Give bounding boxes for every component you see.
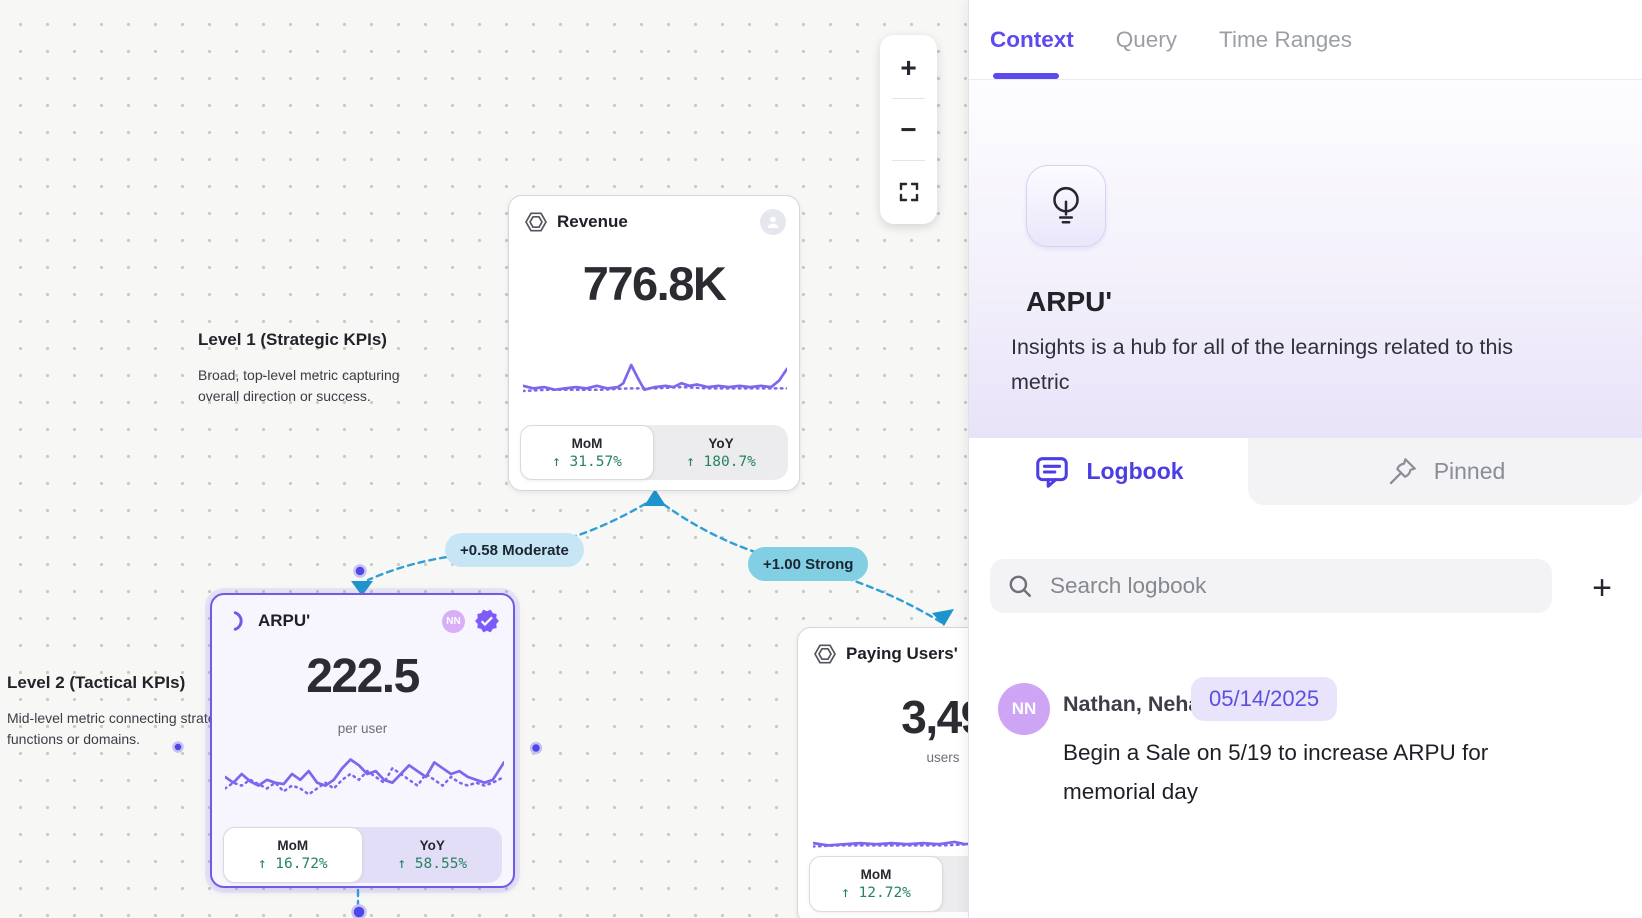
entry-avatar: NN: [998, 683, 1050, 735]
tab-pinned[interactable]: Pinned: [1248, 438, 1642, 505]
sparkline: [225, 758, 504, 796]
metric-name-title: ARPU': [1026, 286, 1112, 317]
lightbulb-icon: [1045, 184, 1087, 228]
arpu-bottom-handle[interactable]: [351, 904, 367, 918]
yoy-chip[interactable]: YoY ↑ 58.55%: [397, 838, 468, 872]
owner-badge: NN: [442, 609, 465, 633]
crescent-icon: [227, 610, 249, 632]
metric-value: 3,49: [901, 691, 968, 743]
metric-tree-canvas[interactable]: Level 2 (Tactical KPIs) Mid-level metric…: [0, 0, 968, 918]
arpu-left-handle[interactable]: [172, 741, 184, 753]
hexagon-icon: [813, 642, 837, 666]
level-2-title: Level 2 (Tactical KPIs): [7, 673, 186, 692]
zoom-controls: + −: [880, 35, 937, 224]
tab-context[interactable]: Context: [990, 0, 1074, 79]
entry-author: Nathan, Neha: [1063, 692, 1201, 716]
metric-value: 222.5: [306, 650, 420, 703]
period-toggle: MoM ↑ 31.57% YoY ↑ 180.7%: [520, 425, 788, 480]
card-title: Revenue: [557, 212, 628, 231]
card-header: Revenue: [524, 209, 786, 235]
metric-card-paying-users[interactable]: Paying Users' 3,49 users MoM ↑ 12.72%: [797, 627, 968, 918]
arpu-right-handle[interactable]: [529, 741, 543, 755]
tab-logbook[interactable]: Logbook: [969, 438, 1248, 505]
period-toggle: MoM ↑ 12.72%: [809, 856, 968, 912]
tab-query[interactable]: Query: [1115, 26, 1178, 52]
level-1-label: Level 1 (Strategic KPIs) Broad, top-leve…: [198, 330, 438, 407]
card-header: ARPU' NN: [227, 608, 500, 634]
divider: [892, 98, 925, 99]
context-header: ARPU' Insights is a hub for all of the l…: [969, 80, 1642, 438]
correlation-pill-moderate: +0.58 Moderate: [445, 533, 584, 567]
entry-text[interactable]: Begin a Sale on 5/19 to increase ARPU fo…: [1063, 740, 1489, 804]
search-icon: [1007, 573, 1033, 599]
level-2-label: Level 2 (Tactical KPIs) Mid-level metric…: [7, 673, 247, 750]
level-2-description: Mid-level metric connecting strategy to …: [7, 710, 246, 747]
period-toggle: MoM ↑ 16.72% YoY ↑ 58.55%: [223, 827, 502, 883]
zoom-in-button[interactable]: +: [900, 51, 917, 83]
level-1-description: Broad, top-level metric capturing overal…: [198, 367, 400, 404]
insight-tile: [1026, 165, 1106, 247]
pin-icon: [1385, 455, 1419, 489]
divider: [892, 160, 925, 161]
entry-date-badge: 05/14/2025: [1191, 677, 1338, 721]
tab-time-ranges[interactable]: Time Ranges: [1219, 26, 1352, 52]
logbook-search[interactable]: [990, 559, 1552, 613]
metric-card-arpu[interactable]: ARPU' NN 222.5 per user MoM ↑ 16.72%: [210, 593, 515, 888]
active-tab-underline: [993, 73, 1059, 79]
mom-chip[interactable]: MoM ↑ 31.57%: [520, 425, 654, 480]
card-title: Paying Users': [846, 644, 958, 663]
arrowhead-into-revenue: [644, 489, 666, 506]
yoy-chip[interactable]: [943, 856, 968, 912]
details-panel: Context Query Time Ranges: [968, 0, 1642, 918]
fullscreen-icon: [899, 182, 919, 202]
level-1-title: Level 1 (Strategic KPIs): [198, 330, 387, 349]
mom-chip[interactable]: MoM ↑ 16.72%: [223, 827, 363, 883]
metric-description: Insights is a hub for all of the learnin…: [1011, 335, 1513, 394]
yoy-chip[interactable]: YoY ↑ 180.7%: [686, 435, 756, 470]
correlation-pill-strong: +1.00 Strong: [748, 547, 869, 581]
add-log-entry-button[interactable]: +: [1592, 568, 1612, 607]
section-tab-bar: Logbook Pinned: [969, 438, 1642, 505]
metric-unit: per user: [337, 721, 388, 736]
avatar-icon: [760, 209, 786, 235]
card-header: Paying Users': [813, 641, 968, 667]
arrowhead-into-payingusers: [932, 609, 954, 626]
search-input[interactable]: [1048, 572, 1535, 600]
arrowhead-into-arpu: [351, 581, 373, 596]
metric-unit: users: [926, 750, 960, 765]
sparkline: [813, 840, 968, 848]
verified-badge-icon: [474, 608, 500, 634]
panel-tab-bar: Context Query Time Ranges: [969, 0, 1642, 80]
fit-view-button[interactable]: [880, 161, 937, 222]
metric-value: 776.8K: [582, 257, 727, 310]
mom-chip[interactable]: MoM ↑ 12.72%: [809, 856, 943, 912]
card-title: ARPU': [258, 611, 311, 630]
correlation-edges: [172, 489, 954, 918]
metric-card-revenue[interactable]: Revenue 776.8K MoM ↑ 31.57% YoY: [508, 195, 800, 491]
sparkline: [523, 363, 787, 393]
arpu-top-handle[interactable]: [353, 564, 367, 578]
logbook-icon: [1033, 453, 1071, 491]
zoom-out-button[interactable]: −: [900, 113, 917, 145]
hexagon-icon: [524, 210, 548, 234]
